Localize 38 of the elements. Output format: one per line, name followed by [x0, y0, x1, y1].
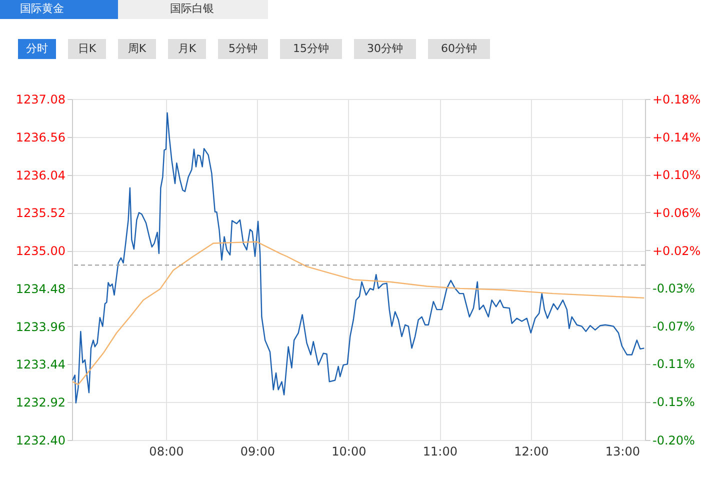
- text: 日K: [78, 42, 97, 55]
- y-tick-label: 1233.96: [16, 320, 66, 334]
- y2-tick-label: -0.11%: [652, 357, 695, 372]
- x-tick-label: 08:00: [149, 444, 184, 458]
- text: 国际白银: [170, 2, 214, 15]
- y2-tick-label: -0.03%: [652, 282, 695, 296]
- y-tick-label: 1235.00: [16, 244, 66, 258]
- text: 国际黄金: [20, 2, 64, 15]
- y2-tick-label: +0.02%: [652, 244, 701, 258]
- y-tick-label: 1237.08: [16, 92, 66, 106]
- x-tick-label: 09:00: [240, 444, 276, 458]
- y-tick-label: 1234.48: [16, 282, 66, 296]
- y2-tick-label: +0.18%: [652, 92, 701, 106]
- y2-tick-label: +0.14%: [652, 130, 701, 144]
- text: 周K: [128, 42, 147, 55]
- line-series: [72, 112, 645, 404]
- y-tick-label: 1236.04: [16, 168, 66, 182]
- x-tick-label: 11:00: [422, 444, 458, 458]
- y2-tick-label: +0.06%: [652, 206, 701, 220]
- x-tick-label: 13:00: [605, 444, 640, 458]
- x-tick-label: 10:00: [332, 444, 366, 458]
- text: 分时: [26, 42, 48, 55]
- text: 5分钟: [228, 42, 258, 55]
- y2-tick-label: -0.07%: [652, 319, 695, 334]
- y-tick-label: 1235.52: [16, 206, 66, 220]
- x-tick-label: 12:00: [514, 444, 549, 458]
- text: 30分钟: [367, 42, 403, 55]
- y-tick-label: 1233.44: [16, 358, 66, 372]
- y-tick-label: 1232.92: [16, 396, 66, 410]
- y-tick-label: 1232.40: [16, 434, 66, 448]
- y2-tick-label: +0.10%: [652, 168, 701, 182]
- text: 15分钟: [293, 42, 329, 55]
- text: 60分钟: [441, 42, 477, 55]
- y-tick-label: 1236.56: [16, 130, 66, 144]
- y2-tick-label: -0.15%: [652, 395, 695, 410]
- text: 月K: [178, 42, 197, 55]
- y2-tick-label: -0.20%: [652, 434, 695, 448]
- line-series: [72, 241, 645, 386]
